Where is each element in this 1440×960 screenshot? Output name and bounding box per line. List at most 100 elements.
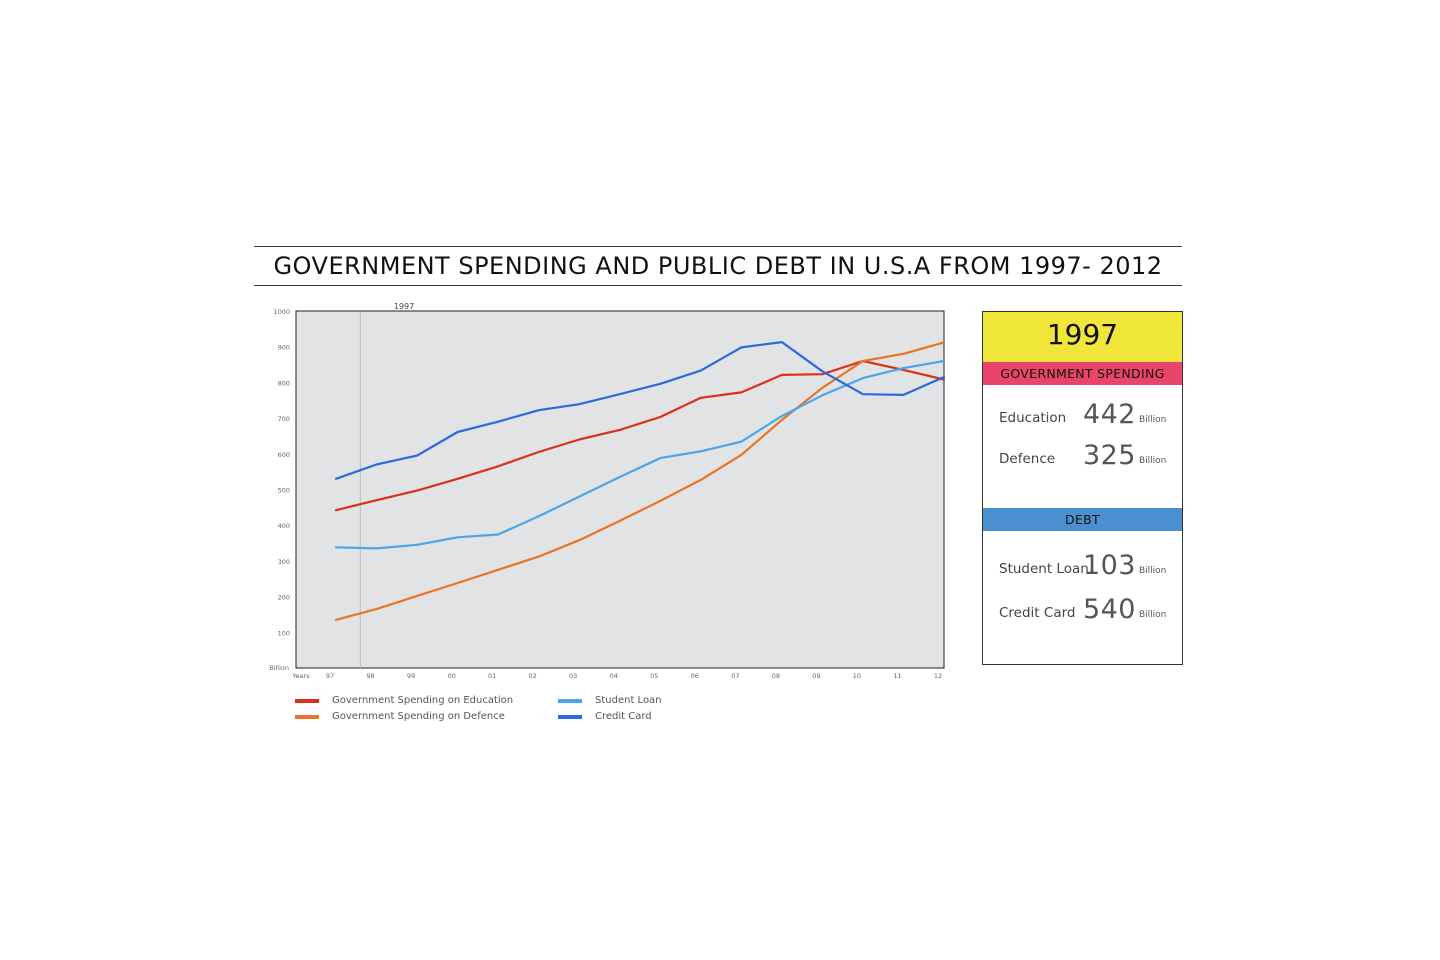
legend-label-education: Government Spending on Education [332,695,514,706]
series-point-2 [375,547,378,550]
series-point-2 [618,476,621,478]
defence-value: 325 [1082,440,1136,471]
series-point-2 [659,457,662,459]
series-point-0 [781,374,783,376]
series-point-2 [416,544,418,546]
x-axis-label: Years [291,672,310,680]
student-loan-unit: Billion [1139,566,1167,576]
series-point-1 [902,353,905,355]
series-point-2 [740,440,743,443]
series-point-3 [700,369,702,372]
y-tick-label: 300 [278,558,290,566]
series-point-1 [456,582,459,584]
series-point-3 [740,346,743,349]
student-loan-value: 103 [1082,550,1136,581]
series-point-0 [618,429,621,431]
series-point-3 [416,454,418,457]
series-point-3 [578,403,580,405]
series-point-1 [659,500,662,502]
series-point-1 [781,419,783,421]
legend-swatch-credit-card [558,715,582,719]
panel-year: 1997 [983,312,1182,362]
series-point-2 [700,450,702,453]
y-tick-label: 600 [278,451,290,459]
y-tick-label: 1000 [273,308,290,316]
x-tick-label: 97 [326,672,334,680]
stat-credit-card: Credit Card 540 Billion [999,594,1179,627]
series-point-1 [537,555,540,558]
y-tick-label: 400 [278,522,290,530]
x-tick-label: 09 [812,672,820,680]
series-point-0 [902,369,905,371]
y-axis-label: Billion [269,664,289,672]
series-point-2 [862,377,864,379]
series-point-0 [416,489,418,492]
x-tick-label: 01 [488,672,496,680]
series-point-3 [618,393,621,395]
title-rule-top [254,246,1182,247]
series-point-3 [902,394,905,396]
series-point-1 [740,454,743,456]
x-tick-label: 98 [366,672,374,680]
y-tick-label: 900 [278,344,290,352]
y-tick-label: 700 [278,415,290,423]
x-tick-label: 11 [893,672,901,680]
legend-label-defence: Government Spending on Defence [332,711,505,722]
series-point-2 [943,360,945,362]
x-tick-label: 07 [731,672,739,680]
x-tick-label: 10 [853,672,861,680]
y-tick-label: 100 [278,629,290,637]
series-point-2 [902,367,905,369]
legend-swatch-student-loan [558,699,582,703]
x-tick-label: 06 [691,672,699,680]
series-line-0 [334,359,946,512]
education-value: 442 [1082,399,1136,430]
spending-header: GOVERNMENT SPENDING [983,362,1182,385]
series-point-3 [375,463,378,466]
series-point-2 [456,536,459,539]
stat-education: Education 442 Billion [999,399,1179,432]
series-point-2 [821,394,824,397]
education-label: Education [999,410,1067,426]
series-point-0 [375,499,378,502]
series-point-1 [335,619,337,621]
debt-header: DEBT [983,508,1182,531]
series-point-0 [497,465,499,468]
series-point-3 [497,420,499,423]
x-tick-label: 02 [529,672,537,680]
series-line-1 [334,341,946,621]
y-tick-label: 800 [278,379,290,387]
credit-card-value: 540 [1082,594,1136,625]
series-point-3 [335,477,337,480]
series-point-1 [618,520,621,522]
series-point-1 [700,479,702,481]
series-point-1 [578,539,580,541]
series-point-0 [943,378,945,381]
series-point-2 [781,415,783,417]
series-point-0 [821,373,824,375]
series-point-1 [943,341,945,344]
y-tick-label: 500 [278,487,290,495]
series-point-1 [416,595,418,597]
x-tick-label: 05 [650,672,658,680]
series-point-1 [375,608,378,610]
series-point-2 [578,495,580,498]
credit-card-label: Credit Card [999,605,1076,621]
series-point-2 [335,546,337,549]
series-point-0 [659,416,662,418]
series-point-2 [497,533,499,536]
education-unit: Billion [1139,415,1167,425]
year-cursor-label: 1997 [394,302,414,311]
y-tick-label: 200 [278,594,290,602]
plot-area [295,310,945,669]
series-point-0 [537,451,540,453]
series-point-0 [578,438,580,441]
x-tick-label: 04 [610,672,618,680]
series-line-3 [334,341,946,480]
series-point-0 [335,509,337,512]
legend-swatch-defence [295,715,319,719]
stat-student-loan: Student Loan 103 Billion [999,550,1179,583]
series-point-0 [740,391,743,394]
series-point-3 [456,431,459,433]
